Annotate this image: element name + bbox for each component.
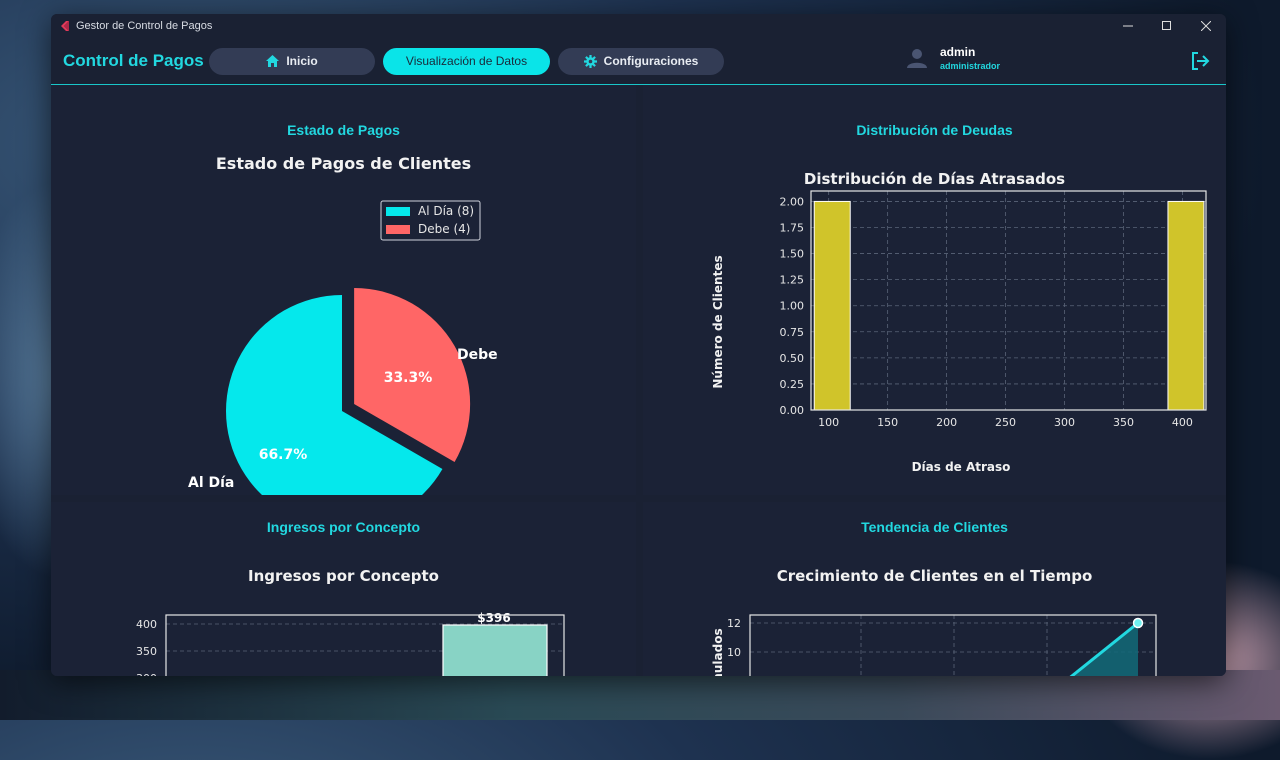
- y-tick: 0.00: [780, 404, 805, 417]
- x-tick: 400: [1172, 416, 1193, 429]
- y-tick: 0.75: [780, 326, 805, 339]
- pie-slice-debe: [354, 288, 471, 462]
- panel-heading: Ingresos por Concepto: [266, 519, 421, 535]
- chart-title: Ingresos por Concepto: [248, 567, 439, 585]
- navigation-bar: Control de Pagos Inicio Visualización de…: [51, 38, 1226, 85]
- panel-ingresos: Ingresos por Concepto Ingresos por Conce…: [51, 502, 636, 676]
- app-window: Gestor de Control de Pagos Control de Pa…: [51, 14, 1226, 676]
- minimize-button[interactable]: [1108, 14, 1148, 38]
- user-name: admin: [940, 45, 976, 59]
- x-axis-label: Días de Atraso: [912, 460, 1011, 474]
- nav-visualizacion-label: Visualización de Datos: [405, 54, 528, 68]
- legend-swatch-aldia: [386, 207, 410, 216]
- y-tick: 1.50: [780, 248, 805, 261]
- area-fill: [1071, 623, 1138, 676]
- y-tick: 350: [136, 645, 157, 658]
- y-tick: 1.00: [780, 300, 805, 313]
- pie-chart: Al Día (8) Debe (4) Debe Al Día 33.3% 66…: [188, 200, 498, 495]
- x-tick: 350: [1113, 416, 1134, 429]
- data-point: [1132, 617, 1144, 629]
- nav-configuraciones-button[interactable]: Configuraciones: [558, 47, 724, 75]
- y-axis-label: mulados: [711, 628, 725, 676]
- y-tick: 400: [136, 618, 157, 631]
- x-tick: 150: [877, 416, 898, 429]
- window-title: Gestor de Control de Pagos: [76, 20, 213, 32]
- x-tick: 300: [1054, 416, 1075, 429]
- chart-title: Crecimiento de Clientes en el Tiempo: [776, 567, 1093, 585]
- dashboard-content: Estado de Pagos Estado de Pagos de Clien…: [51, 85, 1226, 676]
- panel-distribucion-deudas: Distribución de Deudas Distribución de D…: [643, 85, 1226, 495]
- minimize-icon: [1123, 25, 1133, 27]
- x-tick: 200: [936, 416, 957, 429]
- grid-lines: [750, 615, 1156, 676]
- panel-heading: Tendencia de Clientes: [861, 519, 1008, 535]
- histogram-chart: 0.00 0.25 0.50 0.75 1.00 1.25 1.50 1.75 2.00 100 1…: [711, 190, 1207, 474]
- gear-icon: [583, 54, 597, 68]
- panel-tendencia: Tendencia de Clientes Crecimiento de Cli…: [643, 502, 1226, 676]
- plot-frame: [165, 614, 565, 676]
- y-axis-label: Número de Clientes: [711, 255, 725, 388]
- y-tick: 300: [136, 672, 157, 676]
- user-role: administrador: [940, 61, 1001, 71]
- plot-frame: [810, 190, 1207, 411]
- trend-line: [1069, 621, 1139, 676]
- slice-label-debe: Debe: [457, 347, 498, 363]
- y-tick: 8: [734, 675, 741, 676]
- desktop-background: [0, 670, 1280, 720]
- maximize-button[interactable]: [1147, 14, 1187, 38]
- legend-swatch-debe: [386, 225, 410, 234]
- close-button[interactable]: [1186, 14, 1226, 38]
- y-ticks: 400 350 300: [136, 618, 157, 676]
- y-tick: 0.25: [780, 378, 805, 391]
- histogram-bar: [813, 200, 851, 411]
- y-tick: 10: [727, 646, 741, 659]
- y-tick: 1.75: [780, 222, 805, 235]
- nav-inicio-label: Inicio: [286, 54, 318, 68]
- ingresos-bar-chart: $396 400 350 300: [136, 611, 565, 676]
- close-icon: [1201, 21, 1211, 31]
- bar-ingreso: [442, 624, 548, 676]
- y-tick: 2.00: [780, 195, 805, 208]
- maximize-icon: [1162, 21, 1171, 30]
- title-bar: Gestor de Control de Pagos: [51, 14, 1226, 38]
- panel-estado-pagos: Estado de Pagos Estado de Pagos de Clien…: [51, 85, 636, 495]
- pie-slice-aldia: [226, 295, 443, 495]
- y-ticks: 12 10 8: [727, 617, 741, 676]
- chart-title: Distribución de Días Atrasados: [803, 170, 1066, 188]
- pie-legend: Al Día (8) Debe (4): [380, 200, 481, 241]
- home-icon: [266, 55, 280, 67]
- user-avatar-icon: [907, 49, 927, 68]
- y-tick: 12: [727, 617, 741, 630]
- nav-visualizacion-button[interactable]: Visualización de Datos: [383, 47, 550, 75]
- slice-pct-aldia: 66.7%: [259, 447, 308, 463]
- x-tick: 250: [995, 416, 1016, 429]
- app-logo-icon: [61, 21, 69, 31]
- panel-heading: Distribución de Deudas: [856, 122, 1013, 138]
- y-tick: 1.25: [780, 274, 805, 287]
- legend-label-debe: Debe (4): [418, 222, 470, 236]
- brand-title: Control de Pagos: [63, 51, 204, 70]
- nav-configuraciones-label: Configuraciones: [603, 54, 699, 68]
- x-tick: 100: [818, 416, 839, 429]
- logout-icon[interactable]: [1190, 51, 1210, 71]
- chart-title: Estado de Pagos de Clientes: [215, 154, 472, 173]
- nav-inicio-button[interactable]: Inicio: [209, 47, 375, 75]
- y-tick: 0.50: [780, 352, 805, 365]
- bar-value-label: $396: [477, 611, 510, 625]
- tendencia-area-chart: 12 10 8 mulados: [711, 614, 1157, 676]
- user-info: admin administrador: [906, 45, 1000, 71]
- slice-pct-debe: 33.3%: [384, 370, 433, 386]
- plot-frame: [749, 614, 1157, 676]
- legend-label-aldia: Al Día (8): [418, 204, 474, 218]
- slice-label-aldia: Al Día: [188, 475, 234, 491]
- panel-heading: Estado de Pagos: [287, 122, 400, 138]
- histogram-bar: [1167, 200, 1205, 411]
